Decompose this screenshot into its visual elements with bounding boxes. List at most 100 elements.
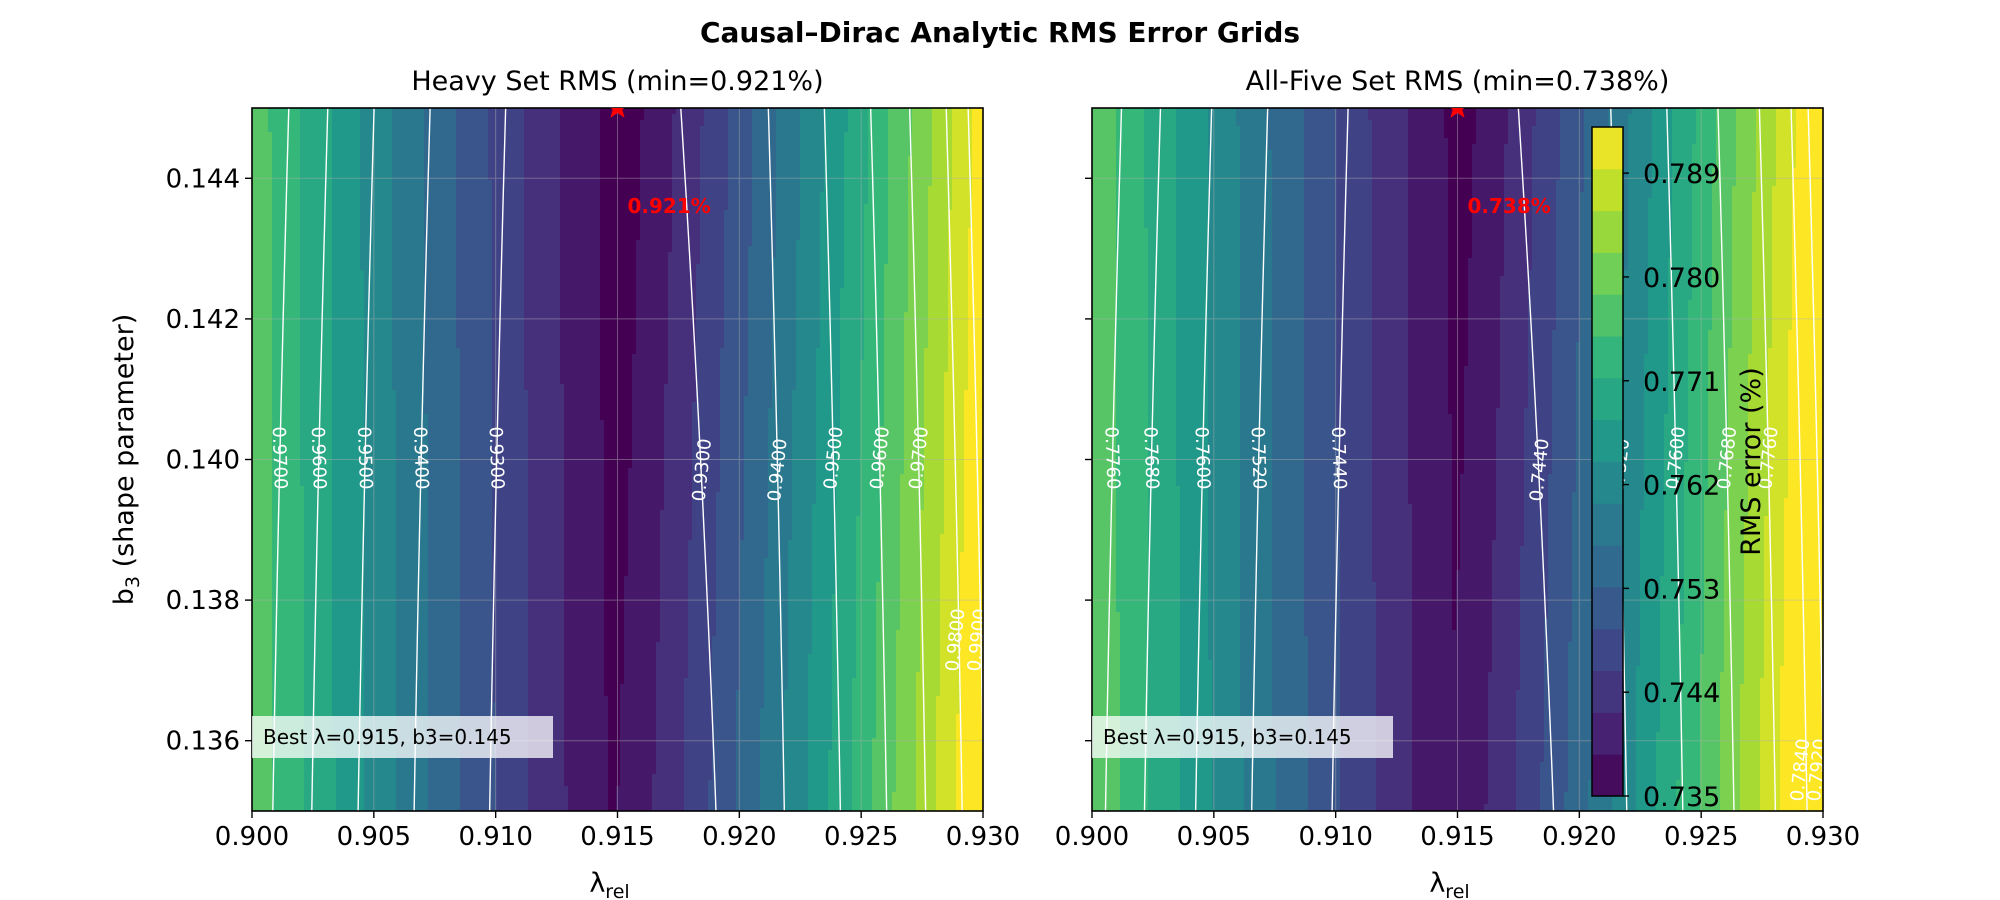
heatmap-cell <box>364 510 369 517</box>
heatmap-cell <box>384 222 389 229</box>
heatmap-cell <box>348 432 353 439</box>
heatmap-cell <box>256 774 261 781</box>
heatmap-cell <box>344 108 349 115</box>
heatmap-cell <box>304 414 309 421</box>
heatmap-cell <box>256 402 261 409</box>
heatmap-cell <box>376 690 381 697</box>
heatmap-cell <box>364 114 369 121</box>
heatmap-cell <box>308 696 313 703</box>
heatmap-cell <box>360 240 365 247</box>
heatmap-cell <box>296 120 301 127</box>
heatmap-cell <box>392 468 397 475</box>
heatmap-cell <box>328 114 333 121</box>
heatmap-cell <box>404 756 409 763</box>
heatmap-cell <box>400 426 405 433</box>
heatmap-cell <box>284 432 289 439</box>
heatmap-cell <box>356 678 361 685</box>
heatmap-cell <box>256 264 261 271</box>
heatmap-cell <box>404 168 409 175</box>
heatmap-cell <box>340 564 345 571</box>
heatmap-cell <box>348 552 353 559</box>
heatmap-cell <box>376 294 381 301</box>
heatmap-cell <box>328 606 333 613</box>
heatmap-cell <box>312 276 317 283</box>
heatmap-cell <box>412 456 417 463</box>
heatmap-cell <box>376 288 381 295</box>
heatmap-cell <box>368 288 373 295</box>
heatmap-cell <box>316 528 321 535</box>
heatmap-cell <box>260 174 265 181</box>
heatmap-cell <box>344 288 349 295</box>
heatmap-cell <box>292 594 297 601</box>
heatmap-cell <box>408 210 413 217</box>
heatmap-cell <box>392 288 397 295</box>
heatmap-cell <box>404 144 409 151</box>
heatmap-cell <box>396 528 401 535</box>
heatmap-cell <box>392 114 397 121</box>
heatmap-cell <box>276 804 281 811</box>
heatmap-cell <box>292 114 297 121</box>
heatmap-cell <box>384 258 389 265</box>
heatmap-cell <box>308 222 313 229</box>
heatmap-cell <box>288 402 293 409</box>
heatmap-cell <box>332 420 337 427</box>
heatmap-cell <box>372 474 377 481</box>
heatmap-cell <box>260 228 265 235</box>
heatmap-cell <box>328 174 333 181</box>
heatmap-cell <box>336 144 341 151</box>
heatmap-cell <box>256 384 261 391</box>
heatmap-cell <box>340 780 345 787</box>
heatmap-cell <box>400 396 405 403</box>
heatmap-cell <box>292 636 297 643</box>
heatmap-cell <box>348 408 353 415</box>
heatmap-cell <box>320 198 325 205</box>
heatmap-cell <box>304 264 309 271</box>
heatmap-cell <box>296 804 301 811</box>
heatmap-cell <box>308 228 313 235</box>
heatmap-cell <box>268 198 273 205</box>
heatmap-cell <box>400 186 405 193</box>
heatmap-cell <box>324 186 329 193</box>
heatmap-cell <box>284 792 289 799</box>
heatmap-cell <box>284 222 289 229</box>
heatmap-cell <box>360 636 365 643</box>
heatmap-cell <box>268 432 273 439</box>
heatmap-cell <box>308 564 313 571</box>
heatmap-cell <box>400 486 405 493</box>
heatmap-cell <box>336 228 341 235</box>
heatmap-cell <box>388 642 393 649</box>
heatmap-cell <box>328 786 333 793</box>
heatmap-cell <box>328 522 333 529</box>
heatmap-cell <box>264 270 269 277</box>
heatmap-cell <box>324 456 329 463</box>
heatmap-cell <box>352 258 357 265</box>
heatmap-cell <box>344 594 349 601</box>
heatmap-cell <box>372 642 377 649</box>
heatmap-cell <box>344 168 349 175</box>
heatmap-cell <box>296 546 301 553</box>
heatmap-cell <box>292 804 297 811</box>
heatmap-cell <box>276 690 281 697</box>
heatmap-cell <box>364 756 369 763</box>
heatmap-cell <box>268 228 273 235</box>
heatmap-cell <box>284 600 289 607</box>
heatmap-cell <box>372 690 377 697</box>
heatmap-cell <box>412 240 417 247</box>
heatmap-cell <box>356 138 361 145</box>
heatmap-cell <box>320 546 325 553</box>
heatmap-cell <box>324 318 329 325</box>
heatmap-cell <box>300 342 305 349</box>
heatmap-cell <box>408 768 413 775</box>
heatmap-cell <box>340 330 345 337</box>
heatmap-cell <box>260 624 265 631</box>
heatmap-cell <box>392 264 397 271</box>
heatmap-cell <box>284 456 289 463</box>
heatmap-cell <box>252 414 257 421</box>
heatmap-cell <box>320 498 325 505</box>
heatmap-cell <box>412 450 417 457</box>
heatmap-cell <box>384 624 389 631</box>
heatmap-cell <box>324 426 329 433</box>
heatmap-cell <box>340 270 345 277</box>
heatmap-cell <box>360 630 365 637</box>
heatmap-cell <box>356 702 361 709</box>
